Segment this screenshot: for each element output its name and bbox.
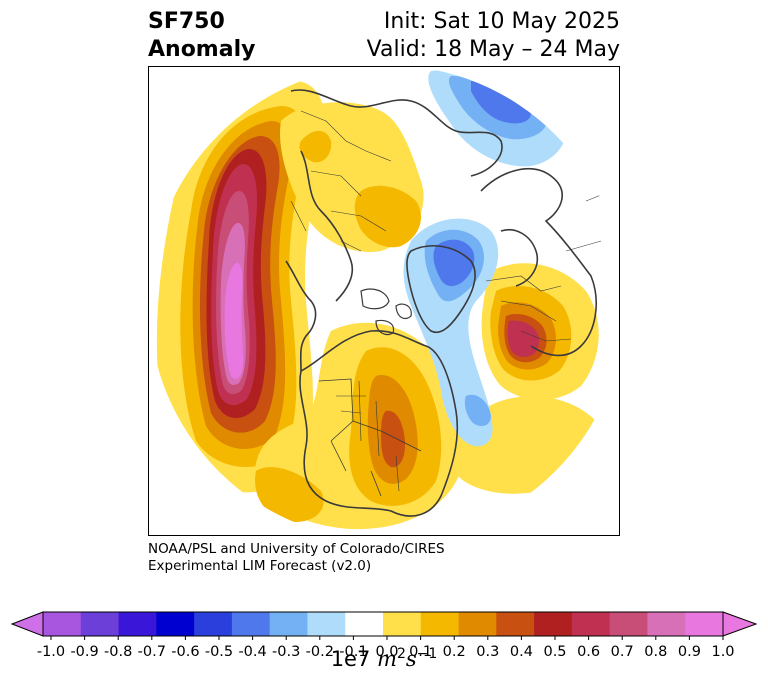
colorbar-tick-label: 0.8 (644, 644, 667, 660)
anomaly-fill (149, 67, 619, 535)
colorbar-tick-label: -0.2 (306, 644, 334, 660)
polar-map (148, 66, 620, 536)
colorbar-tick-label: -0.8 (104, 644, 132, 660)
unit-s: s (405, 647, 417, 671)
colorbar-tick-label: 0.0 (375, 644, 398, 660)
colorbar-tick-label: 0.3 (476, 644, 499, 660)
colorbar-tick-label: 0.5 (543, 644, 566, 660)
colorbar-cell (609, 612, 648, 636)
title-variable: SF750 (148, 9, 225, 34)
colorbar-cell (458, 612, 497, 636)
colorbar-unit-label: 1e7 m2s−1 (0, 646, 768, 671)
colorbar-cell (269, 612, 308, 636)
unit-m: m (377, 647, 397, 671)
colorbar-frame (42, 611, 724, 637)
colorbar-cell (118, 612, 157, 636)
init-date: Init: Sat 10 May 2025 (383, 9, 620, 34)
colorbar-cell (194, 612, 233, 636)
unit-s-exp: −1 (416, 646, 438, 662)
colorbar-tick-label: -1.0 (37, 644, 65, 660)
colorbar-tick-label: 0.7 (611, 644, 634, 660)
colorbar-tick-label: 0.6 (577, 644, 600, 660)
colorbar-tick-label: -0.3 (272, 644, 300, 660)
valid-dates: Valid: 18 May – 24 May (366, 37, 620, 62)
arctic-positive (280, 102, 424, 252)
colorbar-cell (43, 612, 82, 636)
colorbar-tick-label: -0.4 (238, 644, 266, 660)
colorbar-tick-label: 0.2 (443, 644, 466, 660)
colorbar-cell (231, 612, 271, 636)
colorbar-tick-label: -0.1 (339, 644, 367, 660)
credit-line-1: NOAA/PSL and University of Colorado/CIRE… (148, 541, 445, 557)
colorbar-ticks: -1.0 -0.9 -0.8 -0.7 -0.6 -0.5 -0.4 -0.3 -0.2 -0.1… (37, 636, 735, 660)
colorbar-cell (571, 612, 611, 636)
credit-line-2: Experimental LIM Forecast (v2.0) (148, 558, 372, 574)
data-credit: NOAA/PSL and University of Colorado/CIRE… (148, 541, 445, 575)
title-field: Anomaly (148, 37, 256, 62)
unit-m-exp: 2 (396, 646, 406, 662)
colorbar-cell (420, 612, 460, 636)
colorbar-tick-label: 0.4 (510, 644, 533, 660)
colorbar-cell (345, 612, 384, 636)
colorbar-tick-label: -0.7 (138, 644, 166, 660)
colorbar-tick-label: -0.9 (70, 644, 98, 660)
colorbar-tick-label: -0.6 (171, 644, 199, 660)
colorbar-tick-label: -0.5 (205, 644, 233, 660)
anomaly-map-svg (149, 67, 619, 535)
colorbar-cell (647, 612, 686, 636)
colorbar-cell (496, 612, 535, 636)
colorbar: -1.0 -0.9 -0.8 -0.7 -0.6 -0.5 -0.4 -0.3 -0.2 -0.1… (10, 611, 758, 660)
pacific-high-anomaly (156, 80, 326, 493)
colorbar-cell (156, 612, 195, 636)
colorbar-under-arrow (10, 611, 44, 637)
colorbar-over-arrow (722, 611, 758, 637)
colorbar-tick-label: 1.0 (711, 644, 734, 660)
colorbar-cell (685, 612, 724, 636)
colorbar-tick-label: 0.9 (678, 644, 701, 660)
coastlines (285, 89, 612, 517)
forecast-dates: Init: Sat 10 May 2025 Valid: 18 May – 24… (367, 8, 620, 64)
map-title: SF750 Anomaly (148, 8, 255, 64)
colorbar-cells (10, 611, 758, 637)
colorbar-tick-label: 0.1 (409, 644, 432, 660)
colorbar-cell (307, 612, 346, 636)
unit-scale: 1e7 (330, 647, 371, 671)
colorbar-cell (383, 612, 422, 636)
colorbar-cell (534, 612, 573, 636)
colorbar-cell (80, 612, 120, 636)
